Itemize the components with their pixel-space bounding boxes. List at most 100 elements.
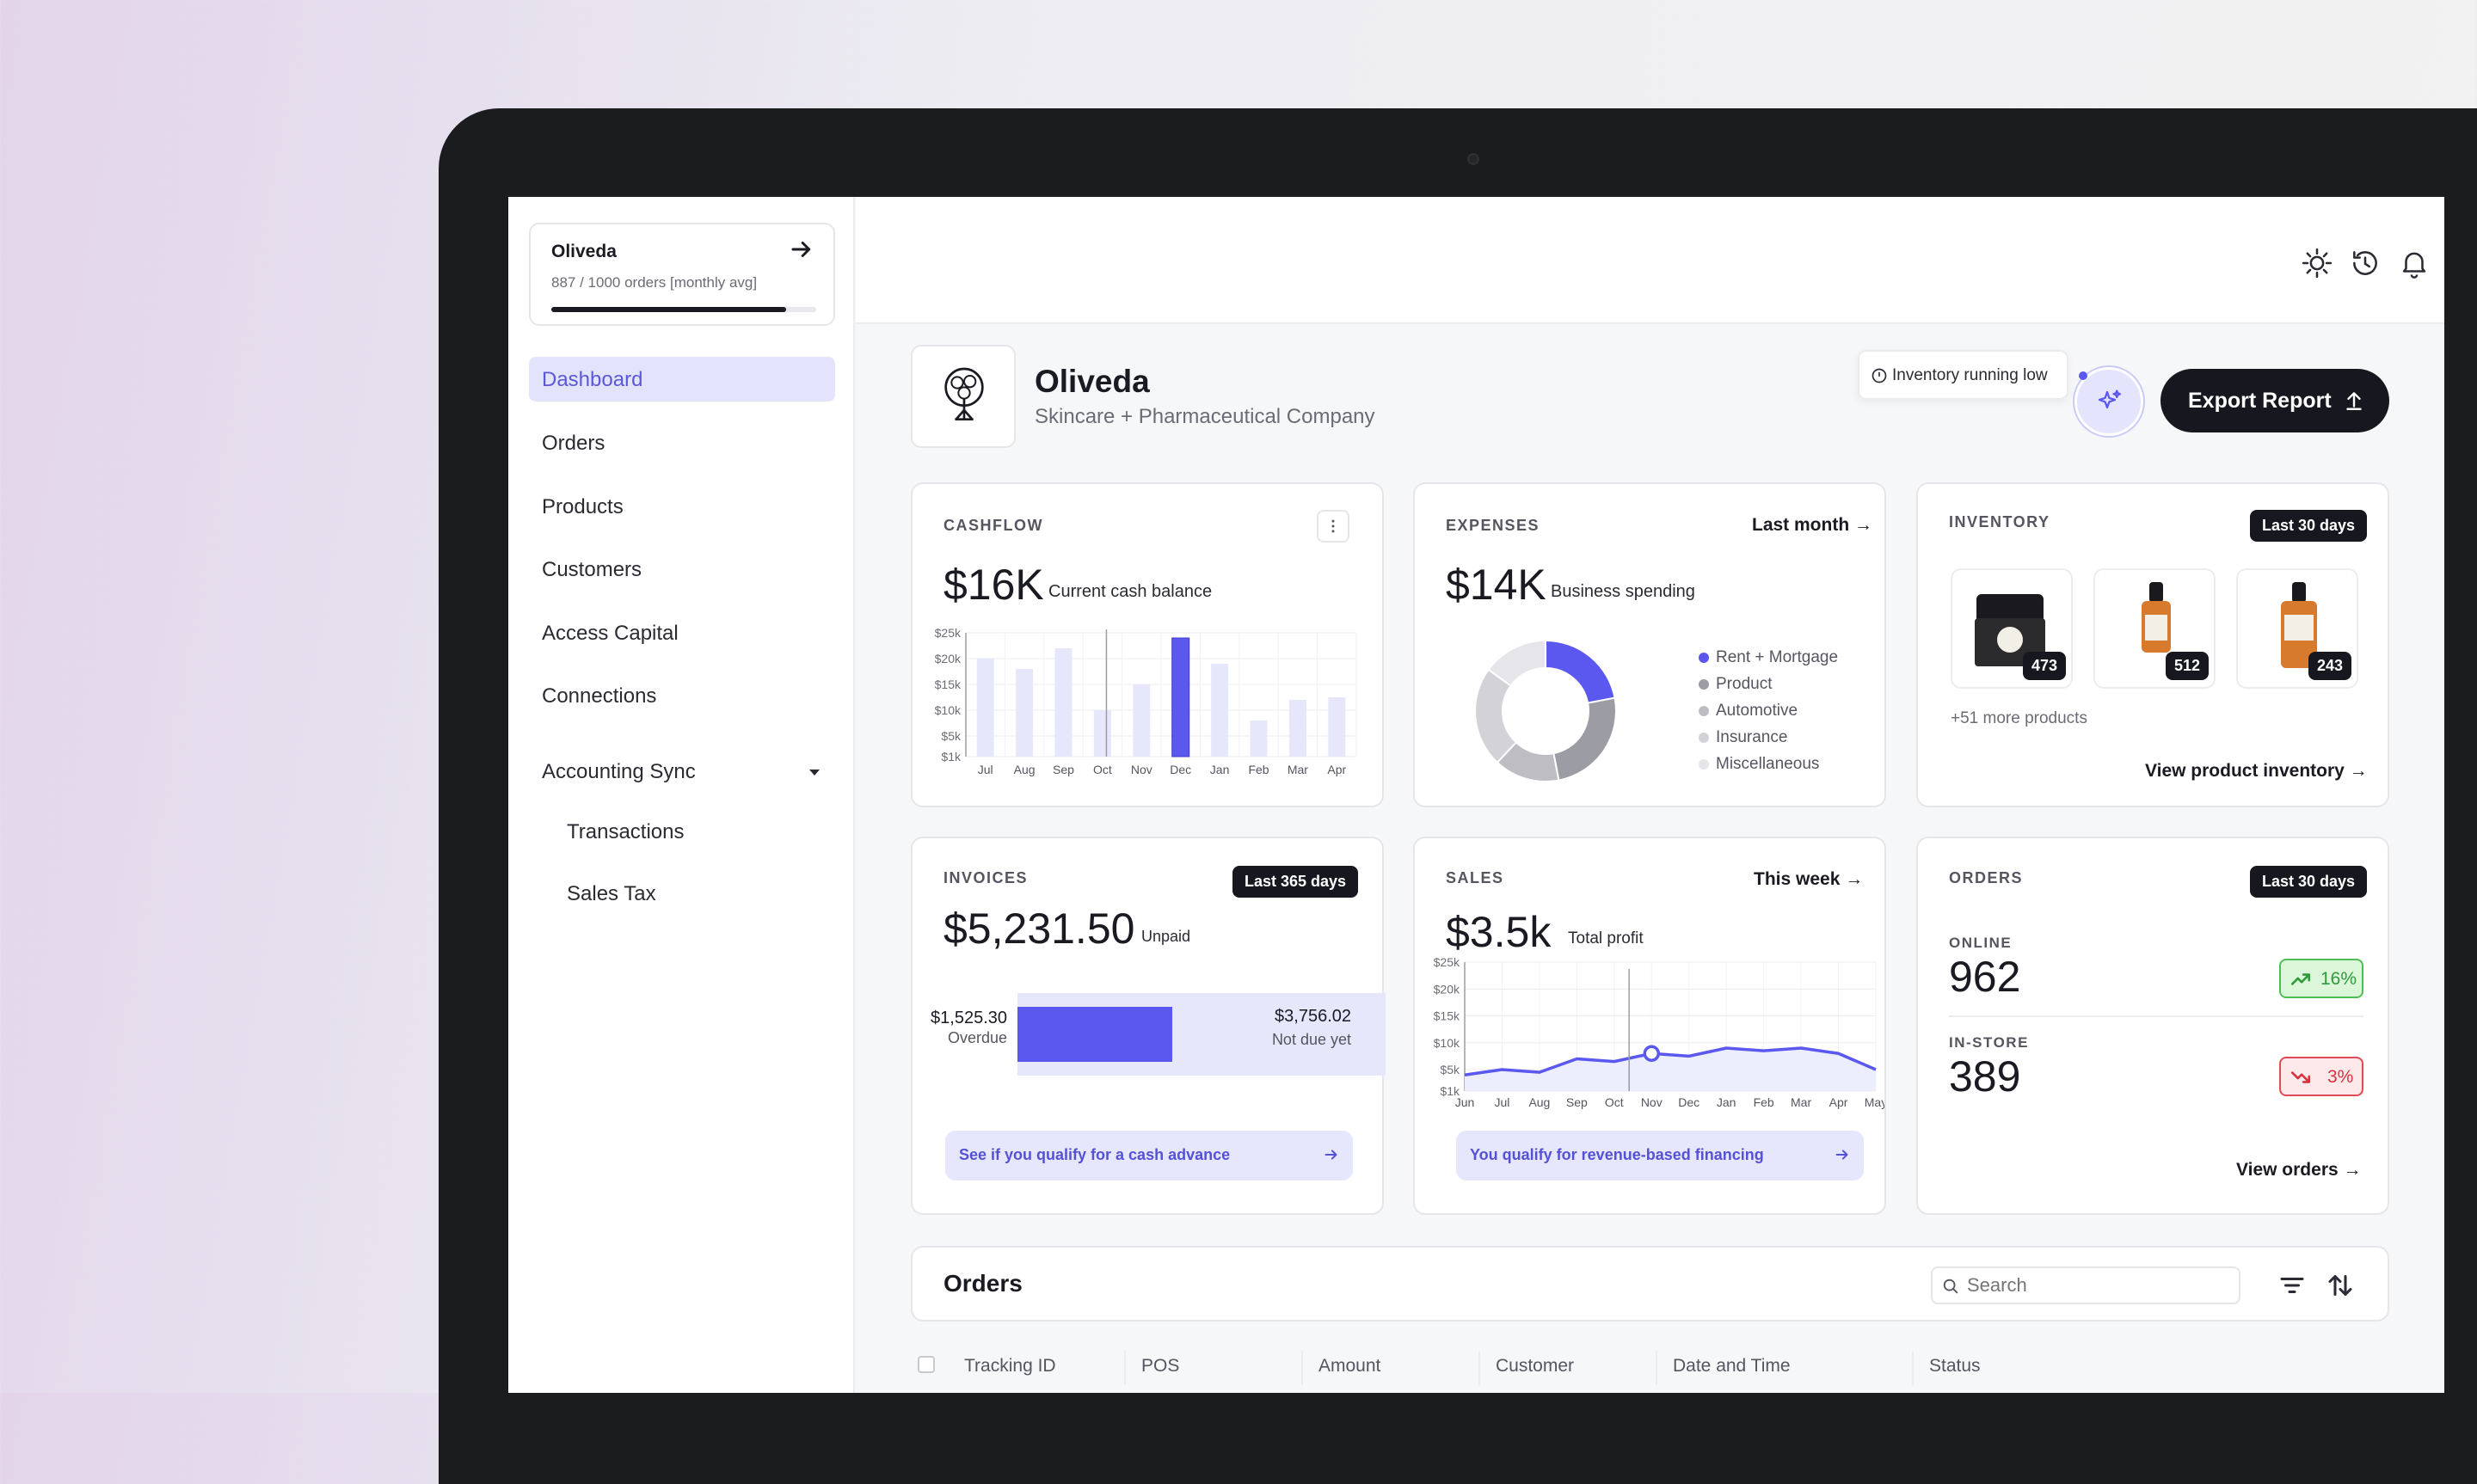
sidebar-item-accounting-sync[interactable]: Accounting Sync xyxy=(542,760,696,783)
notification-dot xyxy=(2079,371,2087,380)
sidebar-item-products[interactable]: Products xyxy=(542,495,624,518)
more-products: +51 more products xyxy=(1951,709,2087,727)
column-header[interactable]: POS xyxy=(1141,1356,1180,1376)
bar xyxy=(1328,697,1346,757)
sidebar-item-orders[interactable]: Orders xyxy=(542,432,605,455)
chevron-down-icon[interactable] xyxy=(809,770,820,776)
y-tick-label: $20k xyxy=(935,652,962,665)
column-header[interactable]: Date and Time xyxy=(1673,1356,1791,1376)
cashflow-card: CASHFLOW $16K Current cash balance $1k $5… xyxy=(911,482,1384,807)
cashflow-caption: Current cash balance xyxy=(1048,582,1213,601)
inventory-card: INVENTORY Last 30 days 473 512 243 +51 mor… xyxy=(1916,482,2389,807)
y-tick-label: $15k xyxy=(1434,1009,1460,1023)
column-divider xyxy=(1912,1351,1914,1385)
search-input[interactable] xyxy=(1967,1273,2225,1297)
legend-dot xyxy=(1699,678,1709,690)
expenses-label: EXPENSES xyxy=(1446,517,1540,534)
sidebar-item-sales-tax[interactable]: Sales Tax xyxy=(567,882,656,905)
this-week-link[interactable]: This week → xyxy=(1754,869,1864,889)
x-tick-label: Sep xyxy=(1053,763,1074,776)
product-thumbnail[interactable]: 512 xyxy=(2093,568,2216,689)
y-tick-label: $5k xyxy=(941,729,962,743)
x-tick-label: Nov xyxy=(1641,1095,1663,1109)
sun-icon[interactable] xyxy=(2301,247,2333,279)
last-month-link[interactable]: Last month → xyxy=(1752,515,1873,535)
inventory-alert[interactable]: Inventory running low xyxy=(1858,350,2068,400)
expenses-card: EXPENSES Last month → $14K Business spen… xyxy=(1413,482,1886,807)
donut-slice xyxy=(1552,696,1617,782)
x-tick-label: Sep xyxy=(1566,1095,1588,1109)
view-product-inventory-link[interactable]: View product inventory → xyxy=(2145,761,2368,781)
sidebar-item-customers[interactable]: Customers xyxy=(542,558,642,581)
arrow-right-icon xyxy=(1325,1150,1337,1160)
bar xyxy=(1211,664,1229,757)
x-tick-label: Aug xyxy=(1528,1095,1550,1109)
x-tick-label: Aug xyxy=(1014,763,1036,776)
column-header[interactable]: Customer xyxy=(1496,1356,1575,1376)
ai-assistant-button[interactable] xyxy=(2074,367,2143,436)
x-tick-label: May xyxy=(1865,1095,1884,1109)
legend-item: Product xyxy=(1699,671,1838,697)
more-menu-button[interactable] xyxy=(1317,510,1349,543)
x-tick-label: Jun xyxy=(1455,1095,1475,1109)
x-tick-label: Feb xyxy=(1248,763,1269,776)
x-tick-label: Dec xyxy=(1170,763,1191,776)
bell-icon[interactable] xyxy=(2398,247,2431,279)
bar xyxy=(976,659,994,757)
x-tick-label: Oct xyxy=(1605,1095,1624,1109)
column-divider xyxy=(1478,1351,1480,1385)
cash-advance-cta[interactable]: See if you qualify for a cash advance xyxy=(945,1131,1353,1180)
online-label: ONLINE xyxy=(1949,935,2013,951)
legend-item: Rent + Mortgage xyxy=(1699,644,1838,671)
overdue-value: $1,525.30 xyxy=(931,1009,1007,1027)
y-tick-label: $20k xyxy=(1434,982,1460,996)
financing-cta[interactable]: You qualify for revenue-based financing xyxy=(1456,1131,1864,1180)
legend-label: Rent + Mortgage xyxy=(1716,647,1839,666)
history-icon[interactable] xyxy=(2349,247,2382,279)
inventory-range-badge: Last 30 days xyxy=(2250,510,2368,542)
view-orders-text: View orders xyxy=(2236,1160,2339,1180)
highlight-point xyxy=(1643,1045,1661,1062)
view-inventory-text: View product inventory xyxy=(2145,761,2345,781)
online-value: 962 xyxy=(1949,953,2021,1001)
view-orders-link[interactable]: View orders → xyxy=(2236,1160,2362,1180)
column-header[interactable]: Status xyxy=(1929,1356,1981,1376)
overdue-label: Overdue xyxy=(947,1029,1007,1046)
arrow-right-icon xyxy=(1835,1150,1848,1160)
company-subtitle: Skincare + Pharmaceutical Company xyxy=(1035,405,1375,428)
expenses-donut-chart xyxy=(1474,639,1617,782)
filter-icon[interactable] xyxy=(2277,1270,2308,1301)
org-switcher[interactable]: Oliveda 887 / 1000 orders [monthly avg] xyxy=(529,223,835,326)
sidebar-item-access-capital[interactable]: Access Capital xyxy=(542,622,679,645)
column-header[interactable]: Tracking ID xyxy=(964,1356,1056,1376)
online-change-badge: 16% xyxy=(2279,959,2363,998)
sales-value: $3.5k xyxy=(1446,908,1552,956)
product-thumbnail[interactable]: 243 xyxy=(2236,568,2358,689)
bar xyxy=(1133,684,1151,757)
sort-icon[interactable] xyxy=(2325,1270,2356,1301)
trend-down-icon xyxy=(2290,1071,2311,1083)
export-report-button[interactable]: Export Report xyxy=(2160,369,2389,432)
x-tick-label: Jan xyxy=(1210,763,1230,776)
search-field[interactable] xyxy=(1931,1266,2240,1304)
sidebar-item-connections[interactable]: Connections xyxy=(542,684,657,708)
invoices-caption: Unpaid xyxy=(1141,928,1191,945)
legend-label: Insurance xyxy=(1716,727,1788,746)
trend-up-icon xyxy=(2290,973,2311,985)
sidebar-item-dashboard[interactable]: Dashboard xyxy=(529,357,835,402)
legend-label: Product xyxy=(1716,674,1773,693)
x-tick-label: Apr xyxy=(1327,763,1346,776)
sidebar-item-transactions[interactable]: Transactions xyxy=(567,820,685,843)
arrow-right-icon[interactable] xyxy=(789,236,814,262)
bar xyxy=(1054,648,1073,757)
y-tick-label: $5k xyxy=(1440,1063,1460,1076)
x-tick-label: Apr xyxy=(1829,1095,1848,1109)
x-tick-label: Mar xyxy=(1791,1095,1811,1109)
product-thumbnail[interactable]: 473 xyxy=(1951,568,2073,689)
cashflow-label: CASHFLOW xyxy=(943,517,1043,534)
orders-table-header: Orders xyxy=(911,1246,2389,1321)
column-header[interactable]: Amount xyxy=(1318,1356,1381,1376)
stock-count-badge: 243 xyxy=(2308,652,2351,680)
select-all-checkbox[interactable] xyxy=(918,1356,935,1373)
legend-dot xyxy=(1699,652,1709,663)
